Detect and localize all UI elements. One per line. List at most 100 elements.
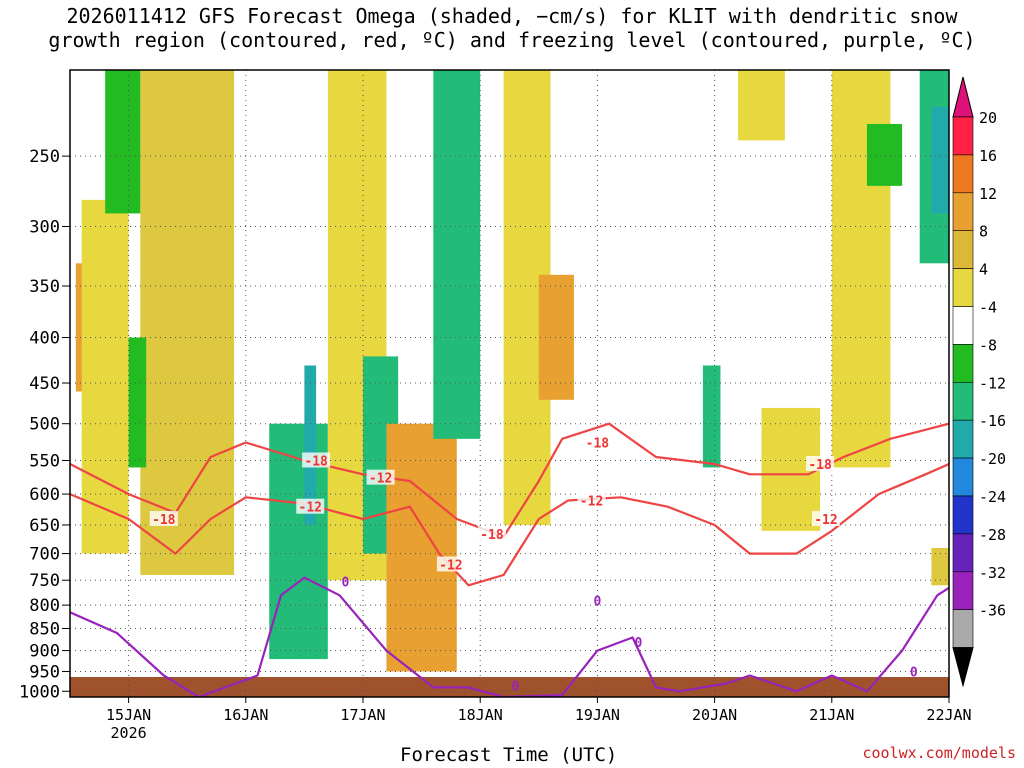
- colorbar-tick-label: 16: [979, 147, 997, 165]
- dgz-contour-label: -12: [814, 513, 837, 528]
- x-tick-label: 21JAN: [809, 706, 854, 724]
- colorbar-tick-label: 20: [979, 109, 997, 127]
- contour-label-bg: [811, 510, 840, 526]
- dgz-contour-label: -18: [304, 454, 328, 469]
- contour-label-bg: [806, 455, 835, 471]
- y-tick-label: 600: [29, 485, 60, 505]
- omega-cell: [931, 548, 949, 586]
- y-tick-label: 500: [29, 415, 60, 435]
- freezing-contour-label: 0: [511, 679, 519, 694]
- y-tick-label: 550: [29, 451, 60, 471]
- colorbar-swatch: [952, 344, 974, 383]
- dgz-contour-label: -18: [586, 437, 610, 452]
- freezing-contour-label: 0: [910, 665, 918, 680]
- dgz-contour-label: -12: [299, 501, 322, 516]
- colorbar-swatch: [952, 419, 974, 459]
- colorbar-swatch: [952, 495, 974, 535]
- y-tick-label: 850: [29, 620, 60, 640]
- colorbar-swatch: [952, 154, 974, 194]
- x-tick-label: 22JAN: [926, 706, 971, 724]
- colorbar-tick-label: -20: [979, 450, 1006, 468]
- colorbar-tick-label: -8: [979, 336, 997, 354]
- contour-label-bg: [577, 492, 606, 508]
- x-year-label: 2026: [111, 724, 147, 742]
- colorbar-tick-label: -12: [979, 374, 1006, 392]
- y-tick-label: 350: [29, 277, 60, 297]
- colorbar-bottom-arrow: [952, 647, 974, 688]
- y-tick-label: 650: [29, 516, 60, 536]
- x-tick-label: 18JAN: [458, 706, 503, 724]
- contour-label-bg: [302, 452, 331, 468]
- contour-label-bg: [583, 434, 612, 450]
- omega-cell: [128, 337, 147, 468]
- contour-label-bg: [366, 469, 395, 485]
- colorbar-swatch: [952, 306, 974, 345]
- ground-surface: [70, 677, 949, 697]
- freezing-contour-label: 0: [593, 594, 601, 609]
- omega-cell: [738, 70, 785, 141]
- y-tick-label: 250: [29, 147, 60, 167]
- y-tick-label: 450: [29, 374, 60, 394]
- colorbar-tick-label: -32: [979, 564, 1006, 582]
- colorbar-swatch: [952, 533, 974, 573]
- colorbar-swatch: [952, 609, 974, 648]
- colorbar-tick-label: 8: [979, 223, 988, 241]
- colorbar-top-arrow: [952, 76, 974, 118]
- x-tick-label: 16JAN: [223, 706, 268, 724]
- colorbar-tick-label: -24: [979, 488, 1006, 506]
- omega-cell: [386, 423, 457, 672]
- contour-label-bg: [436, 556, 465, 572]
- dgz-contour-label: -12: [439, 558, 462, 573]
- colorbar-tick-label: -36: [979, 602, 1006, 620]
- contour-minus12: [70, 462, 949, 587]
- contour-label-bg: [477, 525, 506, 541]
- colorbar-tick-label: -4: [979, 299, 997, 317]
- x-tick-label: 19JAN: [575, 706, 620, 724]
- y-tick-label: 800: [29, 596, 60, 616]
- y-tick-label: 1000: [19, 682, 60, 702]
- y-tick-label: 300: [29, 218, 60, 238]
- omega-cell: [702, 365, 721, 468]
- title-line-1: 2026011412 GFS Forecast Omega (shaded, −…: [66, 4, 958, 28]
- credit-text: coolwx.com/models: [862, 744, 1016, 762]
- colorbar-tick-label: -28: [979, 526, 1006, 544]
- freezing-contour-label: 0: [635, 636, 643, 651]
- y-tick-label: 400: [29, 329, 60, 349]
- colorbar-tick-label: -16: [979, 412, 1006, 430]
- x-tick-label: 15JAN: [106, 706, 151, 724]
- omega-cell: [140, 70, 235, 576]
- x-axis-title: Forecast Time (UTC): [400, 744, 618, 766]
- title-line-2: growth region (contoured, red, ºC) and f…: [48, 28, 976, 52]
- contour-freezing-level: [70, 576, 949, 697]
- contour-label-bg: [296, 498, 325, 514]
- omega-cell: [304, 365, 317, 525]
- dgz-contour-label: -18: [480, 528, 504, 543]
- x-tick-label: 17JAN: [340, 706, 385, 724]
- dgz-contour-label: -12: [369, 472, 392, 487]
- y-tick-label: 900: [29, 642, 60, 662]
- x-tick-label: 20JAN: [692, 706, 737, 724]
- colorbar-swatch: [952, 571, 974, 610]
- omega-cell: [105, 70, 141, 214]
- dgz-contour-label: -18: [808, 458, 832, 473]
- colorbar-swatch: [952, 457, 974, 497]
- colorbar-tick-label: 4: [979, 261, 988, 279]
- y-tick-label: 700: [29, 545, 60, 565]
- contour-minus18: [70, 422, 949, 538]
- y-tick-label: 750: [29, 571, 60, 591]
- colorbar-swatch: [952, 381, 974, 421]
- chart-title: 2026011412 GFS Forecast Omega (shaded, −…: [0, 4, 1024, 52]
- contour-label-bg: [149, 510, 178, 526]
- colorbar-swatch: [952, 116, 974, 156]
- omega-cell: [433, 70, 481, 439]
- y-tick-label: 950: [29, 662, 60, 682]
- colorbar-swatch: [952, 192, 974, 232]
- colorbar-swatch: [952, 230, 974, 269]
- omega-cell: [81, 199, 129, 554]
- omega-cell: [866, 123, 903, 186]
- dgz-contour-label: -12: [580, 494, 603, 509]
- colorbar-swatch: [952, 268, 974, 307]
- freezing-contour-label: 0: [342, 576, 350, 591]
- omega-cell: [538, 274, 574, 400]
